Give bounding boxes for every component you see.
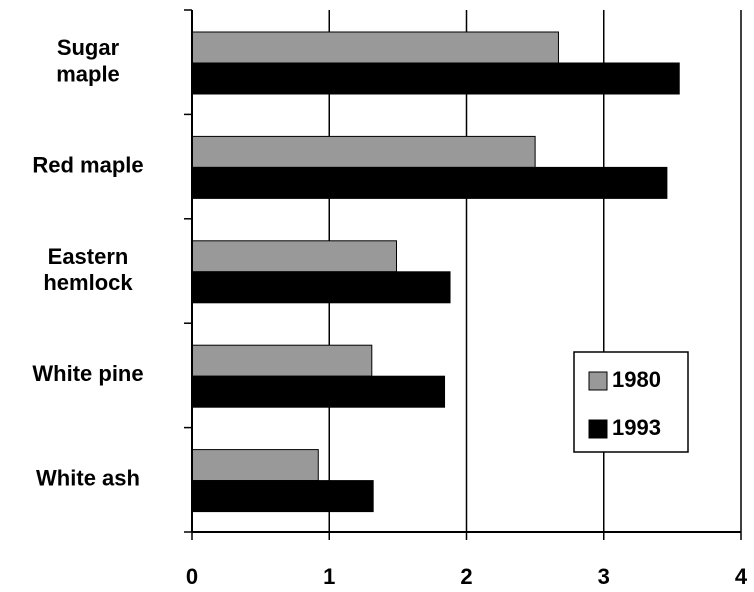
bar <box>191 449 319 482</box>
x-tick-label: 4 <box>735 564 748 589</box>
y-tick-label: Sugar maple <box>56 35 120 86</box>
x-tick-label: 1 <box>323 564 335 589</box>
bar <box>191 480 374 513</box>
y-tick-label: White pine <box>32 361 143 386</box>
bar <box>191 62 680 95</box>
x-tick-label: 3 <box>598 564 610 589</box>
legend-swatch <box>588 371 608 391</box>
x-tick-label: 2 <box>460 564 472 589</box>
bar <box>191 31 559 64</box>
y-tick-label: Red maple <box>32 152 143 177</box>
legend-swatch <box>588 419 608 439</box>
legend-label: 1980 <box>612 367 661 392</box>
bar <box>191 375 446 408</box>
bar <box>191 166 668 199</box>
y-tick-label: Eastern hemlock <box>43 244 133 295</box>
bar <box>191 271 451 304</box>
x-tick-label: 0 <box>186 564 198 589</box>
legend-label: 1993 <box>612 415 661 440</box>
bar <box>191 240 398 273</box>
y-tick-label: White ash <box>36 466 140 491</box>
bar <box>191 135 536 168</box>
bar <box>191 344 373 377</box>
